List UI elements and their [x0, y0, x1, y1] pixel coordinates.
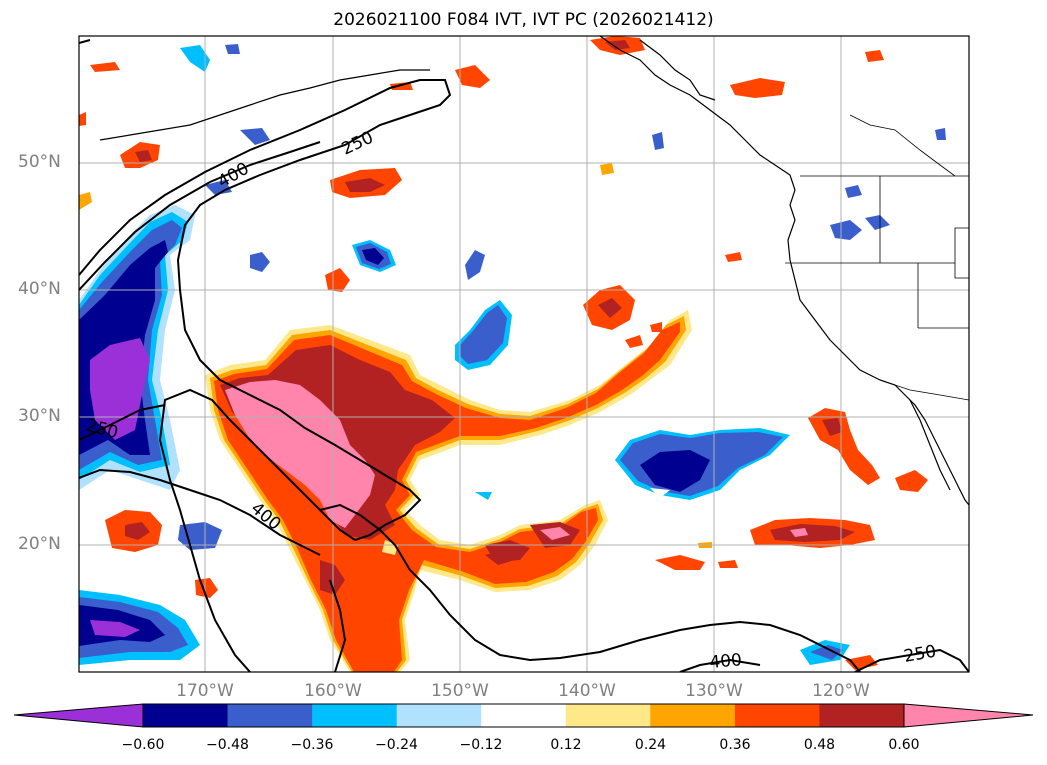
colorbar-tick-label: 0.60 — [888, 737, 920, 753]
negative-anomaly-west — [79, 205, 195, 490]
contour-label: 400 — [709, 650, 743, 673]
lat-label: 50°N — [18, 152, 61, 172]
colorbar-segment — [565, 704, 651, 727]
lon-label: 140°W — [558, 681, 616, 701]
borders — [785, 114, 969, 401]
colorbar-segment — [227, 704, 313, 727]
colorbar-tick-label: 0.12 — [550, 737, 582, 753]
coastlines — [99, 36, 969, 506]
colorbar-segment — [312, 704, 398, 727]
colorbar-segment — [143, 704, 229, 727]
gridlines — [79, 36, 969, 672]
lon-label: 130°W — [685, 681, 743, 701]
colorbar-segment — [650, 704, 736, 727]
colorbar-tick-label: −0.48 — [206, 737, 249, 753]
colorbar-segment — [481, 704, 567, 727]
positive-anomaly-main — [205, 310, 692, 672]
colorbar-tick-label: −0.24 — [375, 737, 418, 753]
lat-label: 40°N — [18, 279, 61, 299]
ivt-contours — [79, 39, 969, 672]
colorbar — [13, 703, 1034, 728]
negative-anomaly-southwest — [79, 590, 200, 665]
colorbar-tick-label: 0.24 — [634, 737, 667, 753]
lon-label: 150°W — [431, 681, 489, 701]
lat-label: 30°N — [18, 406, 61, 426]
lon-label: 170°W — [176, 681, 234, 701]
lat-label: 20°N — [18, 534, 61, 554]
lon-label: 160°W — [304, 681, 362, 701]
colorbar-extend-high — [904, 704, 1033, 727]
colorbar-tick-label: 0.36 — [719, 737, 751, 753]
colorbar-segment — [734, 704, 820, 727]
lon-label: 120°W — [812, 681, 870, 701]
colorbar-segment — [396, 704, 482, 727]
negative-anomaly-blobs — [178, 44, 946, 665]
map-frame — [78, 35, 970, 673]
colorbar-tick-label: −0.12 — [459, 737, 503, 753]
colorbar-extend-low — [14, 704, 143, 727]
colorbar-tick-label: −0.60 — [121, 737, 165, 753]
colorbar-segment — [819, 704, 905, 727]
map-title: 2026021100 F084 IVT, IVT PC (2026021412) — [333, 10, 714, 30]
colorbar-tick-label: 0.48 — [803, 737, 836, 753]
colorbar-tick-label: −0.36 — [290, 737, 334, 753]
ivt-map: 250 400 250 400 400 250 — [78, 35, 970, 673]
